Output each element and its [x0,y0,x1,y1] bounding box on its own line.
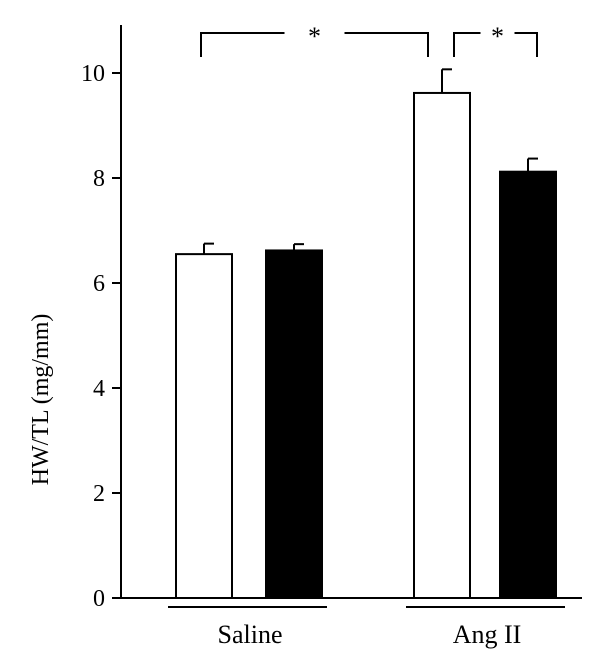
significance-bracket-left [453,32,481,57]
y-tick-label: 0 [93,586,105,612]
bar-1 [175,253,233,599]
significance-bracket-right [344,32,429,57]
y-tick-label: 2 [93,481,105,507]
y-tick-label: 10 [81,61,105,87]
significance-brackets: * * [200,22,538,57]
bars [175,68,557,599]
y-tick-label: 4 [93,376,105,402]
significance-bracket-left [200,32,285,57]
labels: HW/TL (mg/mm) Saline Ang II [28,314,565,649]
bar-4 [499,170,557,599]
bar-2 [265,249,323,599]
group-label: Saline [218,620,283,649]
y-tick-label: 8 [93,166,105,192]
significance-bracket-right [514,32,538,57]
group-label: Ang II [453,620,522,649]
y-tick-label: 6 [93,271,105,297]
y-axis-label: HW/TL (mg/mm) [28,314,54,486]
bar-3 [413,91,471,599]
significance-star: * [308,22,321,51]
significance-star: * [491,22,504,51]
